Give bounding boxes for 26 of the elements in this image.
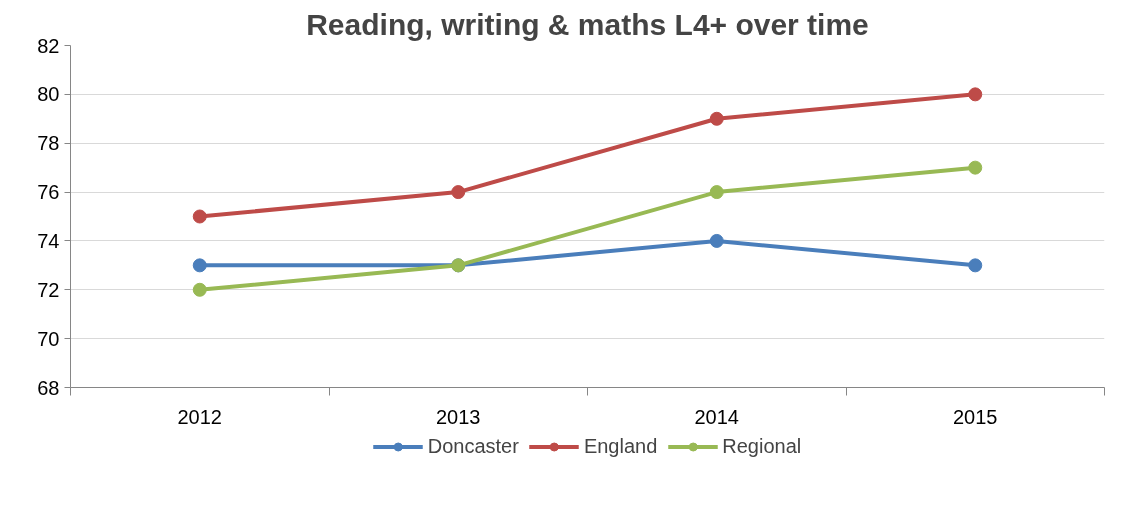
point [709,233,724,248]
y-tick-label: 78 [37,132,60,155]
y-tick-label: 82 [37,34,60,57]
x-tick-label: 2015 [953,405,998,428]
y-tick-label: 70 [37,327,60,350]
point [968,258,983,273]
y-tick-label: 76 [37,181,60,204]
legend-label: Regional [722,434,802,458]
legend-label: Doncaster [427,434,519,458]
x-tick-label: 2012 [177,405,222,428]
point [192,282,207,297]
legend-label: England [583,434,658,458]
y-tick-label: 72 [37,278,60,301]
point [192,209,207,224]
point [192,258,207,273]
y-tick-label: 68 [37,376,60,399]
point [451,185,466,200]
point [709,185,724,200]
y-tick-label: 74 [37,229,60,252]
point [968,87,983,102]
point [968,160,983,175]
x-tick-label: 2013 [436,405,481,428]
chart-title: Reading, writing & maths L4+ over time [306,7,869,41]
x-tick-label: 2014 [694,405,739,428]
point [709,111,724,126]
y-tick-label: 80 [37,83,60,106]
